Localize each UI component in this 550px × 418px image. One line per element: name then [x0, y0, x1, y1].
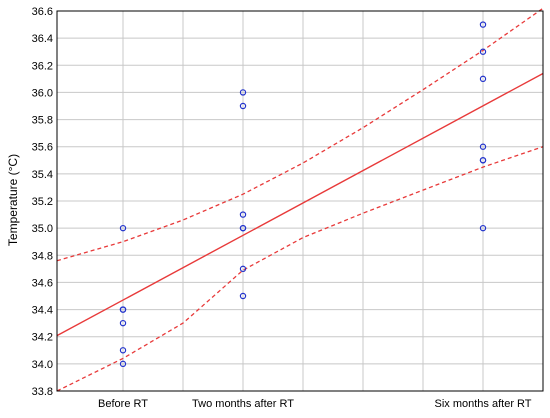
data-point	[119, 306, 127, 313]
y-axis-title: Temperature (°C)	[6, 154, 20, 246]
y-tick-label: 36.2	[32, 60, 53, 72]
confidence-bands	[56, 7, 544, 392]
axes	[56, 10, 544, 392]
lower-confidence-band	[56, 146, 544, 392]
y-tick-label: 34.8	[32, 250, 53, 262]
y-tick-label: 35.0	[32, 223, 53, 235]
data-point	[239, 292, 247, 300]
data-point	[479, 21, 487, 28]
y-tick-label: 34.6	[32, 277, 53, 289]
data-point	[119, 360, 127, 368]
data-point	[239, 224, 247, 232]
y-tick-label: 35.6	[32, 142, 53, 154]
data-points	[119, 21, 487, 368]
data-point	[479, 143, 487, 150]
data-point	[119, 224, 127, 232]
upper-confidence-band	[56, 7, 544, 262]
grid-lines	[57, 10, 543, 392]
y-tick-label: 36.0	[32, 87, 53, 99]
y-tick-label: 34.2	[32, 332, 53, 344]
data-point	[239, 89, 247, 96]
y-tick-label: 35.8	[32, 115, 53, 127]
y-tick-label: 34.0	[32, 359, 53, 371]
y-tick-label: 36.6	[32, 6, 53, 18]
data-point	[479, 48, 487, 55]
data-point	[239, 211, 247, 218]
x-tick-labels: Before RT Two months after RT Six months a…	[98, 398, 532, 410]
y-tick-label: 35.2	[32, 196, 53, 208]
regression-line-group	[56, 72, 544, 337]
x-tick-label: Before RT	[98, 398, 148, 410]
x-tick-label: Six months after RT	[435, 398, 532, 410]
y-tick-label: 33.8	[32, 386, 53, 398]
y-tick-label: 35.4	[32, 169, 53, 181]
x-tick-label: Two months after RT	[192, 398, 294, 410]
y-tick-label: 36.4	[32, 33, 53, 45]
regression-line	[56, 72, 544, 337]
data-point	[479, 75, 487, 83]
data-point	[479, 157, 487, 164]
y-tick-label: 34.4	[32, 305, 53, 317]
plot-frame	[56, 10, 544, 392]
data-point	[239, 265, 247, 273]
y-tick-labels: 33.8 34.0 34.2 34.4 34.6 34.8 35.0 35.2 35.4 35.6…	[32, 6, 53, 398]
data-point	[479, 224, 487, 232]
data-point	[239, 102, 247, 110]
data-point	[119, 347, 127, 354]
data-point	[119, 319, 127, 327]
